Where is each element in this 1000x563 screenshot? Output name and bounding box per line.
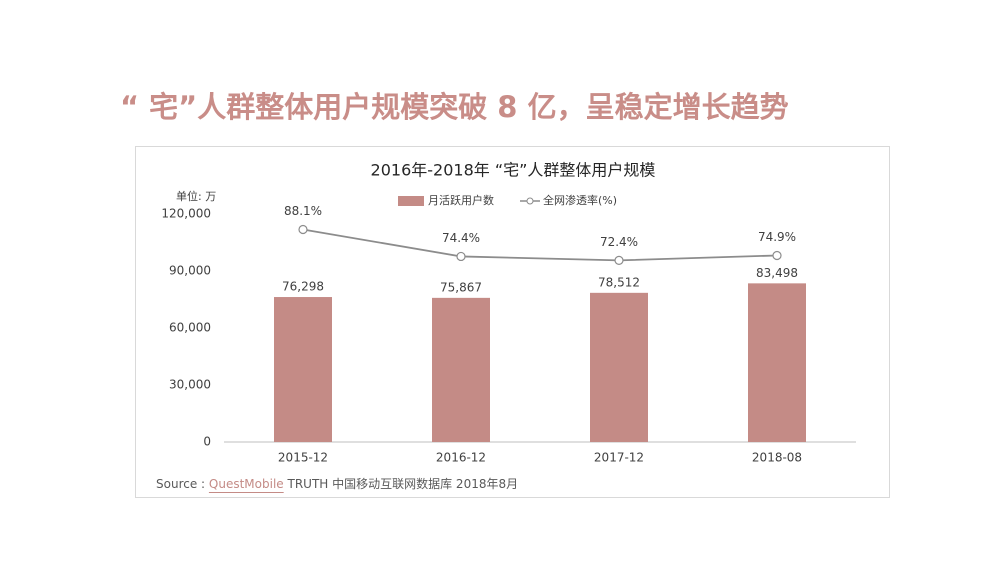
bar-value-label: 75,867 — [440, 280, 482, 294]
bar — [432, 297, 490, 442]
y-tick-label: 30,000 — [169, 378, 211, 392]
y-tick-label: 90,000 — [169, 264, 211, 278]
line-marker — [298, 224, 308, 235]
legend-label: 全网渗透率(%) — [543, 193, 617, 207]
bar-value-label: 78,512 — [598, 275, 640, 289]
source-prefix: Source : — [156, 477, 206, 491]
chart: 2016年-2018年 “宅”人群整体用户规模 单位: 万 0 30,000 60,… — [161, 161, 856, 465]
y-tick-label: 0 — [203, 435, 211, 449]
line-value-label: 88.1% — [284, 204, 322, 218]
line-value-label: 74.4% — [442, 231, 480, 245]
bar-value-label: 76,298 — [282, 280, 324, 294]
line-value-label: 72.4% — [600, 235, 638, 249]
source-brand[interactable]: QuestMobile — [208, 477, 284, 491]
bar — [274, 297, 332, 442]
bar-value-label: 83,498 — [756, 266, 798, 280]
x-tick-label: 2015-12 — [278, 451, 328, 465]
source: Source : QuestMobile TRUTH 中国移动互联网数据库 20… — [156, 475, 518, 492]
slide-title: “ 宅”人群整体用户规模突破 8 亿，呈稳定增长趋势 — [120, 90, 789, 124]
line-marker — [614, 255, 624, 265]
line-marker — [456, 251, 466, 262]
line-value-label: 74.9% — [758, 230, 796, 244]
line — [302, 228, 778, 262]
legend-label: 月活跃用户数 — [428, 193, 494, 207]
legend-marker — [526, 197, 534, 205]
line-marker — [772, 250, 782, 261]
bar — [590, 292, 648, 442]
unit-label: 单位: 万 — [176, 189, 216, 203]
x-tick-label: 2018-08 — [752, 451, 802, 465]
x-tick-label: 2016-12 — [436, 451, 486, 465]
chart-panel: 2016年-2018年 “宅”人群整体用户规模 单位: 万 0 30,000 60,… — [135, 146, 890, 498]
x-tick-label: 2017-12 — [594, 451, 644, 465]
bar — [748, 283, 806, 442]
source-text: TRUTH 中国移动互联网数据库 2018年8月 — [287, 477, 519, 491]
chart-title: 2016年-2018年 “宅”人群整体用户规模 — [371, 161, 656, 180]
y-tick-label: 60,000 — [169, 321, 211, 335]
y-tick-label: 120,000 — [161, 207, 211, 221]
legend-swatch — [398, 196, 424, 206]
